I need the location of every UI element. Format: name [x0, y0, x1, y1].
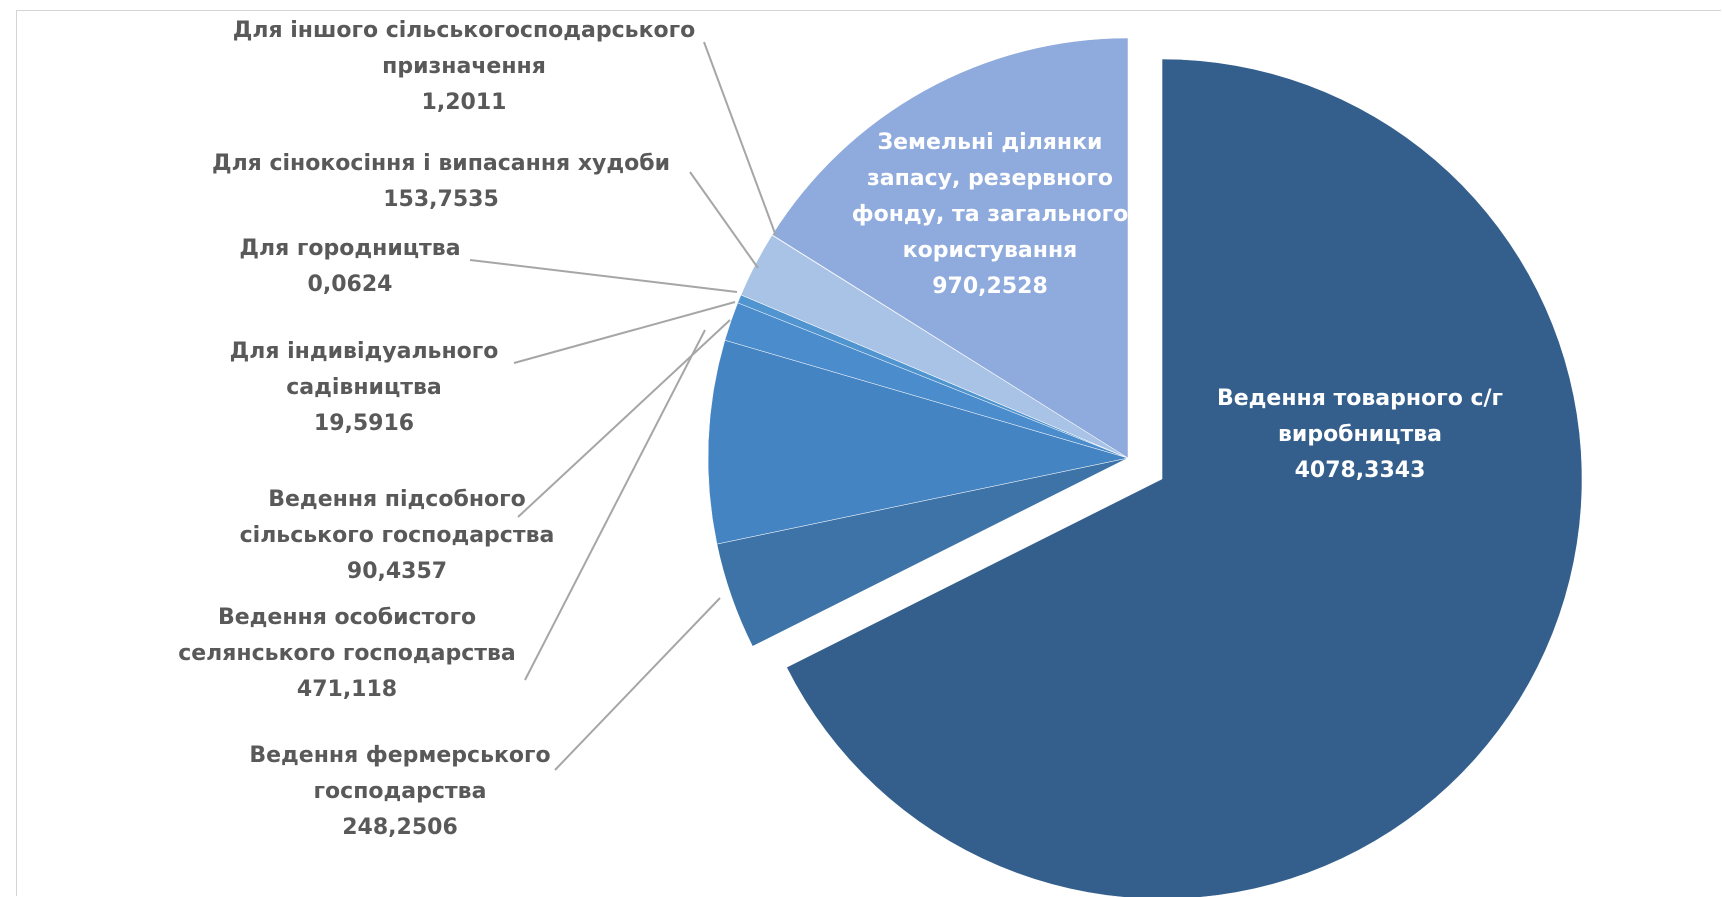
slice-label-1: господарства	[314, 779, 487, 804]
leader-line-2	[524, 329, 706, 681]
leader-line-4	[513, 301, 736, 364]
slice-label-2: Ведення особистого	[218, 605, 476, 630]
pie-slice-2	[707, 339, 1129, 545]
slice-value-2: 471,118	[297, 677, 397, 702]
leader-lines	[469, 41, 777, 771]
leader-line-7	[703, 41, 777, 237]
leader-line-5	[469, 259, 738, 293]
slice-labels: Ведення товарного с/г виробництва 4078,334…	[178, 18, 1503, 840]
slice-label-8: користування	[903, 238, 1078, 263]
slice-label-7: призначення	[382, 54, 546, 79]
slice-label-2: селянського господарства	[178, 641, 516, 666]
slice-value-1: 248,2506	[342, 815, 458, 840]
slice-value-4: 19,5916	[314, 411, 414, 436]
slice-label-4: Для індивідуального	[230, 339, 499, 364]
slice-label-3: Ведення підсобного	[268, 487, 526, 512]
pie-slice-0	[786, 58, 1583, 897]
slice-value-7: 1,2011	[422, 90, 507, 115]
slice-value-3: 90,4357	[347, 559, 447, 584]
slice-value-6: 153,7535	[383, 187, 499, 212]
slice-value-5: 0,0624	[308, 272, 393, 297]
slice-label-0: виробництва	[1278, 422, 1442, 447]
slice-label-3: сільського господарства	[240, 523, 555, 548]
leader-line-1	[554, 597, 721, 771]
slice-label-8: запасу, резервного	[867, 166, 1113, 191]
slice-label-4: садівництва	[286, 375, 442, 400]
slice-value-0: 4078,3343	[1295, 458, 1426, 483]
slice-value-8: 970,2528	[932, 274, 1048, 299]
pie-slice-8	[771, 37, 1129, 459]
slice-label-8: Земельні ділянки	[878, 130, 1103, 155]
slice-label-5: Для городництва	[239, 236, 460, 261]
slice-label-0: Ведення товарного с/г	[1217, 386, 1503, 411]
slice-label-7: Для іншого сільськогосподарського	[233, 18, 696, 43]
leader-line-3	[517, 319, 731, 518]
slice-label-8: фонду, та загального	[852, 202, 1128, 227]
slice-label-6: Для сінокосіння і випасання худоби	[212, 151, 670, 176]
pie-slices	[707, 37, 1583, 897]
slice-label-1: Ведення фермерського	[249, 743, 550, 768]
leader-line-6	[689, 171, 759, 269]
